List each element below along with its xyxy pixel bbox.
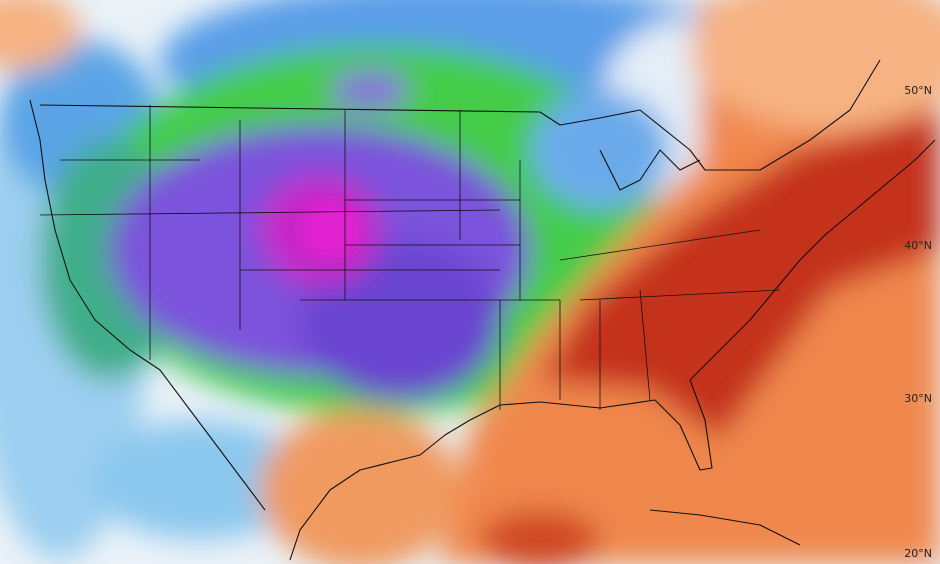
field-blob	[480, 510, 600, 564]
great-lakes	[599, 149, 701, 191]
field-blob	[540, 110, 940, 440]
field-blob	[90, 420, 310, 540]
field-blob	[260, 410, 460, 564]
cuba-coast	[649, 509, 801, 546]
latitude-label: 50°N	[904, 84, 932, 97]
field-blob	[690, 0, 940, 130]
field-blob	[330, 70, 410, 110]
latitude-label: 40°N	[904, 239, 932, 252]
border-line	[39, 59, 881, 171]
latitude-labels: 50°N 40°N 30°N 20°N	[904, 84, 932, 560]
field-blob	[300, 240, 500, 400]
borders	[29, 59, 936, 561]
field-blob	[0, 0, 80, 70]
latitude-label: 20°N	[904, 547, 932, 560]
cold-core	[300, 202, 360, 258]
latitude-label: 30°N	[904, 392, 932, 405]
field-blob	[300, 202, 360, 258]
coastline	[29, 99, 936, 561]
state-lines	[39, 105, 781, 410]
